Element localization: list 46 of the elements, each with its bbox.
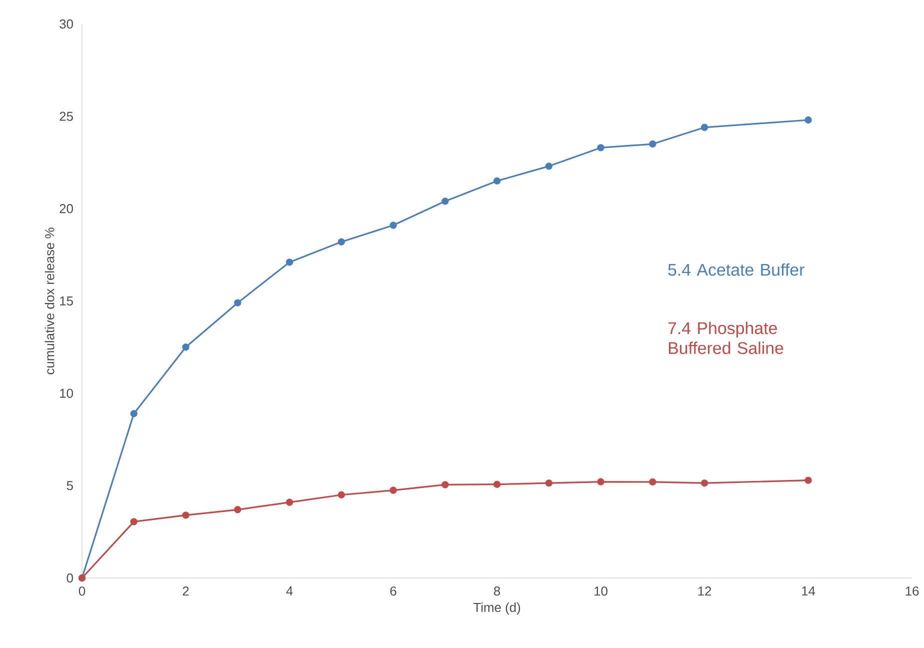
x-tick-label: 8	[494, 586, 500, 596]
point	[390, 222, 397, 229]
point	[804, 116, 812, 124]
point	[649, 478, 656, 486]
point	[390, 486, 397, 494]
point	[182, 344, 190, 351]
y-tick-label: 10	[60, 388, 73, 398]
x-tick-label: 16	[906, 586, 919, 596]
point	[493, 480, 501, 488]
y-tick-label: 15	[60, 296, 73, 306]
point	[338, 491, 345, 498]
point	[130, 518, 138, 526]
y-tick-label: 5	[66, 481, 73, 490]
x-tick-label: 0	[78, 586, 86, 596]
point	[700, 124, 708, 131]
point	[182, 512, 190, 519]
point	[493, 177, 501, 185]
point	[442, 481, 449, 488]
point	[130, 410, 138, 418]
point	[286, 498, 294, 506]
y-tick-label: 20	[60, 204, 73, 214]
y-tick-label: 25	[60, 112, 73, 121]
x-tick-label: 6	[390, 586, 396, 596]
y-tick-label: 30	[60, 19, 73, 29]
point	[338, 238, 345, 246]
y-axis-title: cumulative dox release %	[44, 228, 54, 374]
point	[649, 140, 656, 148]
point	[804, 476, 812, 484]
point	[597, 478, 604, 486]
y-tick-label: 0	[66, 573, 73, 583]
point	[700, 479, 708, 487]
x-tick-label: 10	[594, 586, 608, 596]
point	[442, 198, 449, 205]
text: 7.4 Phosphate Buffered Saline	[668, 322, 784, 354]
x-tick-label: 2	[182, 586, 189, 596]
x-tick-label: 4	[286, 586, 293, 596]
point	[234, 506, 242, 514]
point	[286, 258, 294, 266]
x-axis-title: Time (d)	[473, 602, 520, 615]
point	[597, 144, 604, 152]
text: 5.4 Acetate Buffer	[668, 263, 804, 276]
point	[545, 479, 552, 487]
point	[545, 162, 552, 170]
x-tick-label: 12	[698, 586, 712, 596]
x-tick-label: 14	[802, 586, 816, 596]
point	[234, 299, 242, 306]
